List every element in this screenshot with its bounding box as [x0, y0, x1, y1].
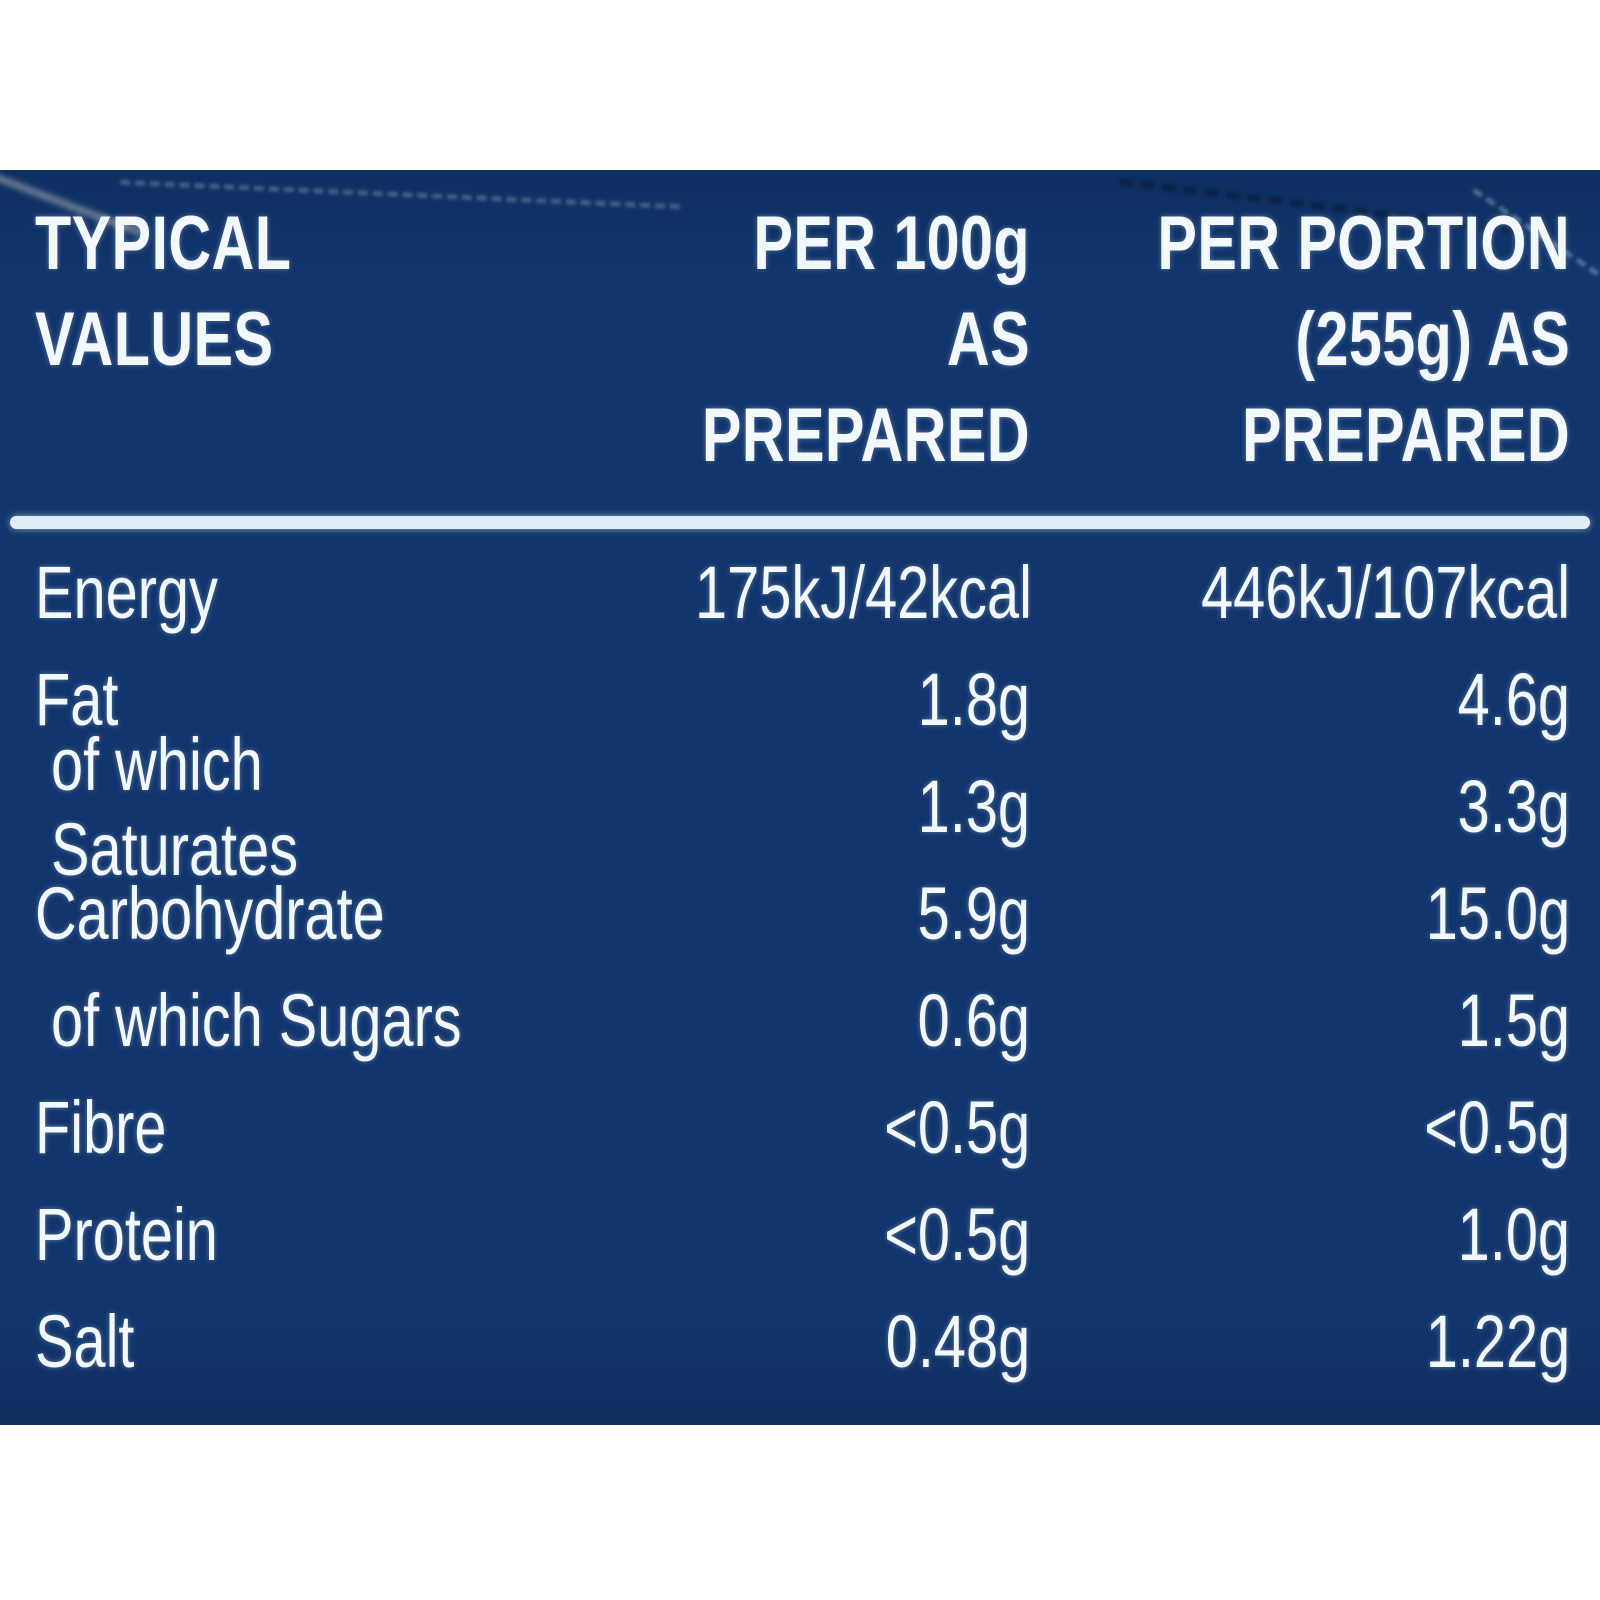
row-label: Salt	[35, 1300, 135, 1383]
table-row-protein: Protein <0.5g 1.0g	[35, 1181, 1570, 1288]
row-value-per-portion: 446kJ/107kcal	[1200, 551, 1570, 634]
row-value-per-portion: 1.0g	[1457, 1193, 1570, 1276]
header-typical-values-label: TYPICAL VALUES	[35, 201, 292, 382]
row-label: of which Saturates	[51, 722, 299, 891]
table-row-fat: Fat 1.8g 4.6g	[35, 646, 1570, 753]
row-label: Protein	[35, 1193, 218, 1276]
row-value-per-100g: 0.6g	[917, 979, 1030, 1062]
row-value-per-portion: 1.22g	[1425, 1300, 1570, 1383]
row-label: Carbohydrate	[35, 872, 385, 955]
header-typical-values: TYPICAL VALUES	[35, 196, 600, 388]
row-value-per-portion: 4.6g	[1457, 658, 1570, 741]
row-value-per-portion: <0.5g	[1423, 1086, 1570, 1169]
row-value-per-100g: <0.5g	[883, 1193, 1030, 1276]
row-value-per-portion: 1.5g	[1457, 979, 1570, 1062]
row-value-per-portion: 15.0g	[1425, 872, 1570, 955]
table-row-salt: Salt 0.48g 1.22g	[35, 1288, 1570, 1395]
table-row-sugars: of which Sugars 0.6g 1.5g	[35, 967, 1570, 1074]
header-per-portion: PER PORTION (255g) AS PREPARED	[1030, 196, 1570, 484]
row-label: Fat	[35, 658, 119, 741]
table-row-fibre: Fibre <0.5g <0.5g	[35, 1074, 1570, 1181]
row-label: Fibre	[35, 1086, 167, 1169]
header-per-100g: PER 100g AS PREPARED	[600, 196, 1030, 484]
row-value-per-100g: <0.5g	[883, 1086, 1030, 1169]
row-value-per-100g: 1.8g	[917, 658, 1030, 741]
table-row-saturates: of which Saturates 1.3g 3.3g	[35, 723, 1570, 891]
row-value-per-100g: 175kJ/42kcal	[695, 551, 1032, 634]
table-row-energy: Energy 175kJ/42kcal 446kJ/107kcal	[35, 539, 1570, 646]
header-per-portion-label: PER PORTION (255g) AS PREPARED	[1157, 201, 1570, 478]
header-per-100g-label: PER 100g AS PREPARED	[701, 201, 1030, 478]
row-value-per-100g: 0.48g	[885, 1300, 1030, 1383]
row-label: of which Sugars	[51, 979, 462, 1062]
table-row-carbohydrate: Carbohydrate 5.9g 15.0g	[35, 860, 1570, 967]
row-label: Energy	[35, 551, 218, 634]
row-value-per-100g: 5.9g	[917, 872, 1030, 955]
nutrition-panel: TYPICAL VALUES PER 100g AS PREPARED PER …	[0, 170, 1600, 1425]
row-value-per-portion: 3.3g	[1457, 765, 1570, 848]
row-value-per-100g: 1.3g	[917, 765, 1030, 848]
nutrition-rows: Energy 175kJ/42kcal 446kJ/107kcal Fat 1.…	[35, 539, 1570, 1395]
header-divider	[10, 516, 1590, 529]
table-header: TYPICAL VALUES PER 100g AS PREPARED PER …	[35, 196, 1570, 484]
